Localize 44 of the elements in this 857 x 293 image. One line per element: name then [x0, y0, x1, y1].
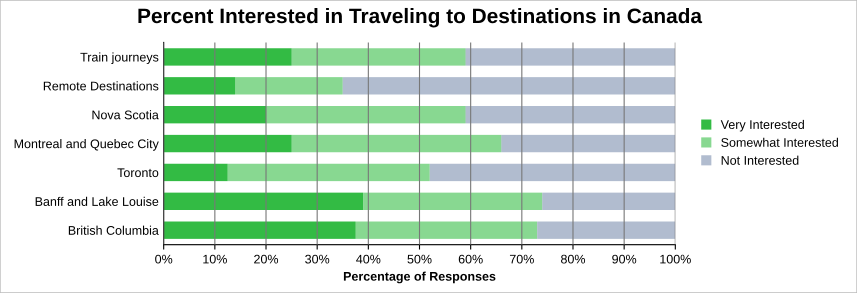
legend-label: Not Interested [722, 156, 798, 165]
y-tick-label: British Columbia [68, 226, 159, 235]
bar [164, 222, 356, 239]
bar [430, 164, 676, 182]
bar [342, 77, 676, 94]
y-tick-label: Train journeys [80, 52, 158, 64]
x-tick-label: 40% [356, 254, 380, 264]
bar [466, 48, 676, 66]
y-tick-label: Nova Scotia [92, 110, 159, 120]
bar [501, 134, 676, 152]
y-tick-label: Montreal and Quebec City [14, 139, 159, 151]
bar [356, 222, 538, 239]
bar [292, 134, 502, 152]
bar [266, 106, 466, 124]
x-tick-label: 60% [458, 254, 483, 264]
bar [228, 164, 430, 182]
bar [164, 106, 266, 124]
x-tick-label: 0% [155, 254, 172, 264]
x-tick-label: 10% [203, 254, 227, 264]
x-tick-label: 80% [561, 254, 586, 264]
y-tick-label: Banff and Lake Louise [36, 196, 158, 206]
x-tick-label: 90% [612, 254, 636, 264]
chart-title: Percent Interested in Traveling to Destinations in Canada [138, 8, 702, 28]
bar [164, 77, 236, 94]
y-tick-label: Toronto [117, 168, 158, 178]
bar [466, 106, 676, 124]
x-tick-label: 70% [510, 254, 534, 264]
x-tick-label: 50% [407, 254, 432, 264]
x-tick-label: 30% [305, 254, 330, 264]
bar [235, 77, 343, 94]
bar [164, 48, 292, 66]
y-tick-label: Remote Destinations [44, 81, 158, 90]
x-tick-label: 100% [660, 254, 691, 264]
bar [292, 48, 466, 66]
x-axis-title: Percentage of Responses [344, 272, 496, 284]
bar [537, 222, 676, 239]
legend-label: Very Interested [720, 120, 804, 132]
bar [164, 192, 364, 210]
bar [164, 164, 228, 182]
legend-label: Somewhat Interested [721, 138, 838, 147]
bar [164, 134, 292, 152]
x-tick-label: 20% [254, 254, 278, 264]
bar [363, 192, 542, 210]
bar [542, 192, 676, 210]
